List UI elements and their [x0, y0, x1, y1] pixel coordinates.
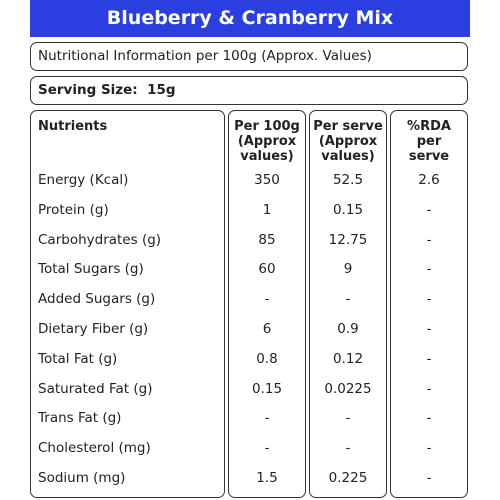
- nutrient-name: Dietary Fiber (g): [38, 321, 149, 337]
- nutrient-name: Cholesterol (mg): [38, 440, 151, 457]
- nutrient-value: -: [426, 321, 432, 337]
- nutrient-name: Saturated Fat (g): [38, 380, 153, 397]
- nutrient-value: -: [264, 410, 270, 427]
- serving-label: Serving Size:: [38, 82, 138, 98]
- nutrient-value: -: [345, 440, 351, 457]
- column-header: Per serve: [313, 119, 383, 134]
- nutrient-value: 0.15: [251, 380, 283, 397]
- nutrient-value: -: [426, 410, 432, 427]
- nutrient-value: 0.8: [256, 350, 278, 367]
- table-column: [390, 110, 468, 498]
- nutrient-value: 0.12: [332, 350, 364, 367]
- nutrient-name: Protein (g): [38, 201, 109, 218]
- nutrient-value: 12.75: [328, 231, 368, 248]
- column-header: (Approx: [237, 134, 297, 149]
- nutrient-name: Carbohydrates (g): [38, 231, 162, 248]
- nutrient-value: -: [426, 470, 432, 486]
- nutrient-value: 1.5: [256, 470, 278, 486]
- nutrient-name: Total Fat (g): [38, 350, 118, 367]
- nutrient-value: 9: [343, 261, 353, 278]
- nutrient-name: Energy (Kcal): [38, 172, 129, 188]
- table-column: [30, 110, 225, 498]
- info-box: Nutritional Information per 100g (Approx…: [30, 42, 468, 71]
- nutrient-value: -: [264, 440, 270, 457]
- column-header: %RDA: [407, 119, 451, 134]
- nutrient-value: -: [345, 410, 351, 427]
- serving-value: 15g: [147, 82, 176, 98]
- title: Blueberry & Cranberry Mix: [30, 0, 470, 37]
- nutrient-value: 350: [254, 172, 280, 188]
- table-column: [228, 110, 306, 498]
- nutrient-value: 0.225: [328, 470, 368, 486]
- nutrient-value: -: [426, 201, 432, 218]
- serving-box: Serving Size: 15g: [30, 76, 468, 105]
- column-header: serve: [408, 149, 450, 164]
- nutrient-value: 0.0225: [324, 380, 372, 397]
- nutrient-name: Total Sugars (g): [38, 261, 144, 278]
- column-header: Nutrients: [38, 119, 108, 134]
- nutrient-value: -: [426, 350, 432, 367]
- nutrient-value: -: [426, 440, 432, 457]
- nutrient-name: Sodium (mg): [38, 470, 126, 486]
- nutrient-value: 6: [262, 321, 272, 337]
- nutrient-value: -: [345, 291, 351, 308]
- nutrient-value: -: [426, 380, 432, 397]
- nutrient-value: -: [426, 231, 432, 248]
- nutrient-value: 52.5: [332, 172, 364, 188]
- nutrient-value: 0.15: [332, 201, 364, 218]
- nutrient-value: -: [426, 291, 432, 308]
- column-header: values): [240, 149, 294, 164]
- nutrient-value: 1: [262, 201, 272, 218]
- nutrient-name: Added Sugars (g): [38, 291, 156, 308]
- nutrient-value: 60: [258, 261, 276, 278]
- column-header: per: [416, 134, 442, 149]
- column-header: (Approx: [318, 134, 378, 149]
- nutrient-value: -: [426, 261, 432, 278]
- nutrient-name: Trans Fat (g): [38, 410, 122, 427]
- column-header: values): [321, 149, 375, 164]
- nutrient-value: 2.6: [418, 172, 440, 188]
- nutrient-value: 0.9: [337, 321, 359, 337]
- nutrient-value: -: [264, 291, 270, 308]
- nutrient-value: 85: [258, 231, 276, 248]
- column-header: Per 100g: [234, 119, 300, 134]
- table-column: [309, 110, 387, 498]
